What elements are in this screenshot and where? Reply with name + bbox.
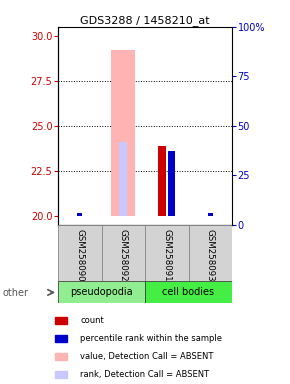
Text: value, Detection Call = ABSENT: value, Detection Call = ABSENT: [80, 352, 213, 361]
Bar: [188, 225, 232, 282]
Bar: [119, 142, 127, 216]
Bar: [58, 281, 145, 303]
Text: count: count: [80, 316, 104, 325]
Text: cell bodies: cell bodies: [162, 287, 215, 298]
Text: GSM258092: GSM258092: [119, 229, 128, 282]
Bar: [55, 353, 67, 360]
Text: other: other: [3, 288, 29, 298]
Bar: [145, 225, 188, 282]
Text: pseudopodia: pseudopodia: [70, 287, 133, 298]
Bar: [111, 50, 135, 216]
Text: GSM258090: GSM258090: [75, 229, 84, 282]
Text: rank, Detection Call = ABSENT: rank, Detection Call = ABSENT: [80, 370, 209, 379]
Bar: [158, 146, 166, 216]
Bar: [168, 151, 175, 216]
Title: GDS3288 / 1458210_at: GDS3288 / 1458210_at: [80, 15, 210, 26]
Bar: [55, 371, 67, 378]
Bar: [58, 225, 102, 282]
Bar: [145, 281, 232, 303]
Bar: [55, 335, 67, 343]
Text: GSM258091: GSM258091: [162, 229, 171, 282]
Text: percentile rank within the sample: percentile rank within the sample: [80, 334, 222, 343]
Bar: [55, 317, 67, 324]
Bar: [208, 214, 213, 216]
Bar: [102, 225, 145, 282]
Bar: [77, 214, 82, 216]
Text: GSM258093: GSM258093: [206, 229, 215, 282]
